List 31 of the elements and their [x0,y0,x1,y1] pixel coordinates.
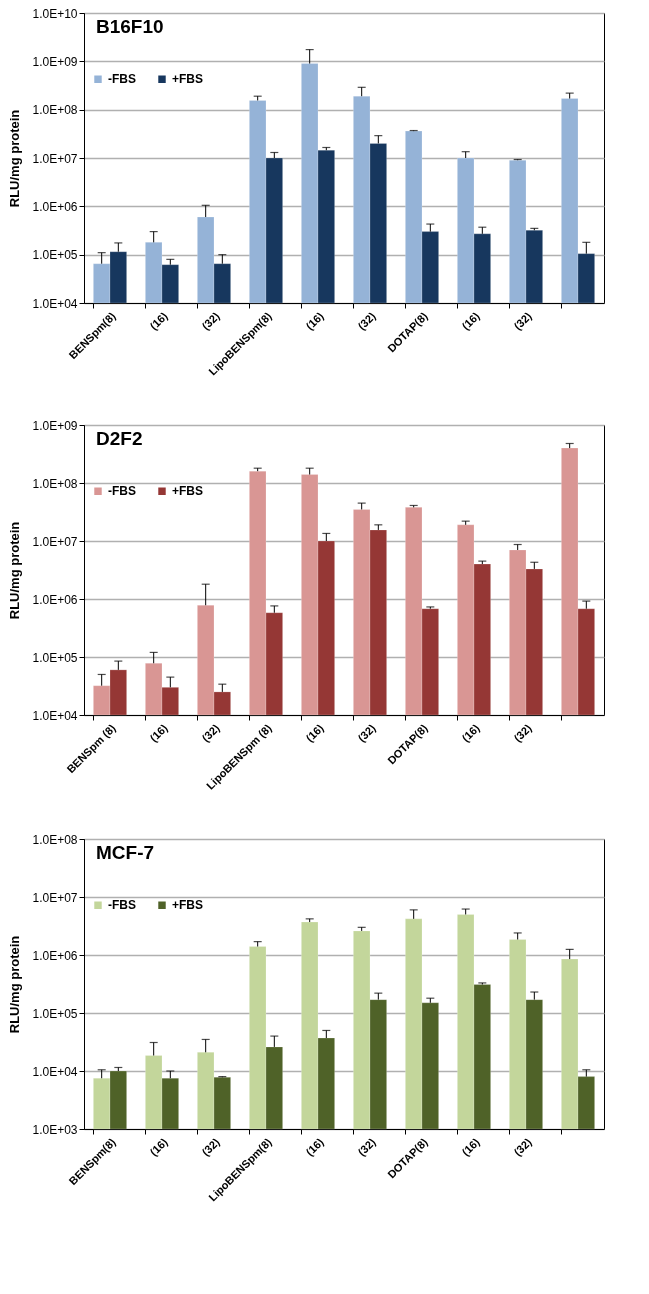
y-tick-label: 1.0E+07 [32,890,78,905]
legend-label: +FBS [172,72,204,87]
legend-label: -FBS [108,484,136,499]
y-tick-label: 1.0E+04 [32,296,78,311]
legend-label: +FBS [172,484,204,499]
y-tick-label: 1.0E+10 [32,6,78,21]
y-tick-label: 1.0E+06 [32,199,78,214]
chart-title: D2F2 [96,428,143,449]
y-tick-label: 1.0E+06 [32,592,78,607]
y-tick-label: 1.0E+08 [32,832,78,847]
y-axis-title: RLU/mg protein [7,935,23,1034]
y-tick-label: 1.0E+07 [32,534,78,549]
chart-title: MCF-7 [96,842,155,863]
y-tick-label: 1.0E+05 [32,650,78,665]
y-tick-label: 1.0E+08 [32,476,78,491]
legend-label: +FBS [172,898,204,913]
y-tick-label: 1.0E+08 [32,103,78,118]
legend-label: -FBS [108,72,136,87]
y-tick-label: 1.0E+06 [32,948,78,963]
y-tick-label: 1.0E+04 [32,708,78,723]
y-tick-label: 1.0E+09 [32,418,78,433]
chart-title: B16F10 [96,16,164,37]
y-tick-label: 1.0E+05 [32,248,78,263]
y-axis-title: RLU/mg protein [7,521,23,620]
y-tick-label: 1.0E+05 [32,1006,78,1021]
y-tick-label: 1.0E+07 [32,151,78,166]
y-tick-label: 1.0E+03 [32,1122,78,1137]
legend-label: -FBS [108,898,136,913]
y-axis-title: RLU/mg protein [7,109,23,208]
y-tick-label: 1.0E+04 [32,1064,78,1079]
y-tick-label: 1.0E+09 [32,54,78,69]
